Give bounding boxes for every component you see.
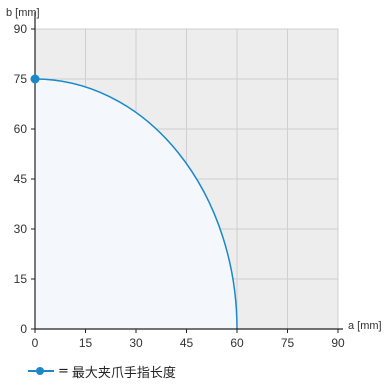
x-tick-label: 60 xyxy=(230,336,244,350)
y-tick-label: 90 xyxy=(14,22,28,36)
y-tick-label: 75 xyxy=(14,72,28,86)
x-axis-label: a [mm] xyxy=(348,320,382,332)
area-fill xyxy=(35,79,237,329)
x-tick-label: 0 xyxy=(32,336,39,350)
x-tick-label: 75 xyxy=(281,336,295,350)
legend-line-icon xyxy=(28,367,54,375)
tick-labels: 0 15 30 45 60 75 90 0 15 30 45 60 75 90 xyxy=(14,22,345,350)
data-point-marker xyxy=(30,74,40,84)
x-tick-label: 15 xyxy=(79,336,93,350)
legend-equals: = xyxy=(58,363,69,379)
x-tick-label: 30 xyxy=(129,336,143,350)
x-tick-label: 45 xyxy=(180,336,194,350)
legend-label: 最大夹爪手指长度 xyxy=(71,365,176,381)
y-tick-label: 30 xyxy=(14,222,28,236)
y-axis-label: b [mm] xyxy=(6,7,40,19)
curve-line xyxy=(34,78,238,330)
axes xyxy=(31,12,343,333)
y-tick-label: 0 xyxy=(20,322,27,336)
legend-marker-icon xyxy=(36,367,44,375)
x-tick-label: 90 xyxy=(331,336,345,350)
legend: = 最大夹爪手指长度 xyxy=(28,361,176,381)
y-tick-label: 15 xyxy=(14,272,28,286)
y-tick-label: 45 xyxy=(14,172,28,186)
y-tick-label: 60 xyxy=(14,122,28,136)
